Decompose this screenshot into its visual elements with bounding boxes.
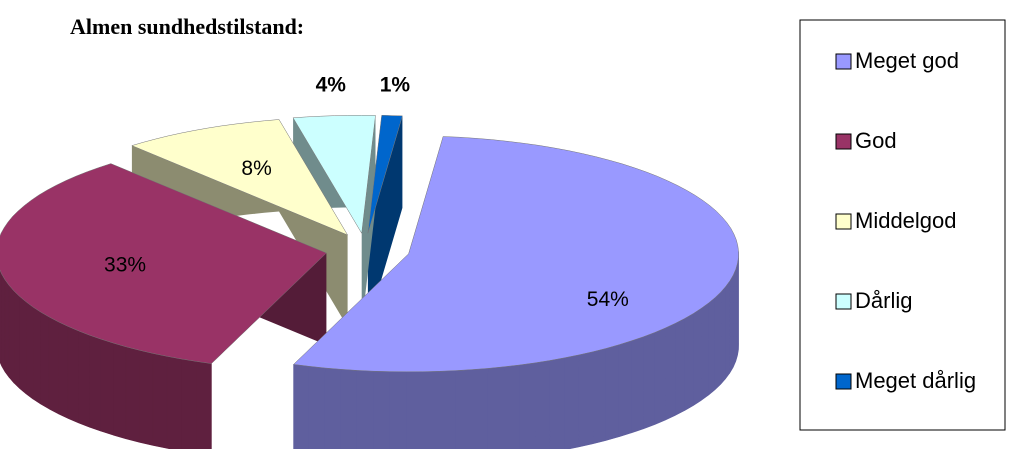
slice-side-inner <box>293 115 376 326</box>
slice <box>292 115 376 235</box>
legend-label: Dårlig <box>855 288 912 313</box>
legend-label: God <box>855 128 897 153</box>
slice <box>0 163 327 364</box>
legend-swatch <box>835 53 852 70</box>
data-label: 33% <box>104 253 146 276</box>
legend-label: Meget god <box>855 48 959 73</box>
data-label: 8% <box>241 157 271 180</box>
legend-box <box>799 19 1006 431</box>
data-label: 4% <box>316 73 347 96</box>
legend-swatch <box>835 213 852 230</box>
data-label: 1% <box>380 73 411 96</box>
slice-side-outer <box>0 269 212 449</box>
legend-swatch <box>835 373 852 390</box>
legend-label: Middelgod <box>855 208 957 233</box>
slice <box>293 136 739 373</box>
chart-title: Almen sundhedstilstand: <box>70 14 304 39</box>
data-label: 54% <box>587 288 629 311</box>
legend-label: Meget dårlig <box>855 368 976 393</box>
legend-swatch <box>835 293 852 310</box>
legend-swatch <box>835 133 852 150</box>
slice-side-outer <box>293 251 739 449</box>
slice <box>131 119 349 236</box>
slice <box>367 115 403 234</box>
